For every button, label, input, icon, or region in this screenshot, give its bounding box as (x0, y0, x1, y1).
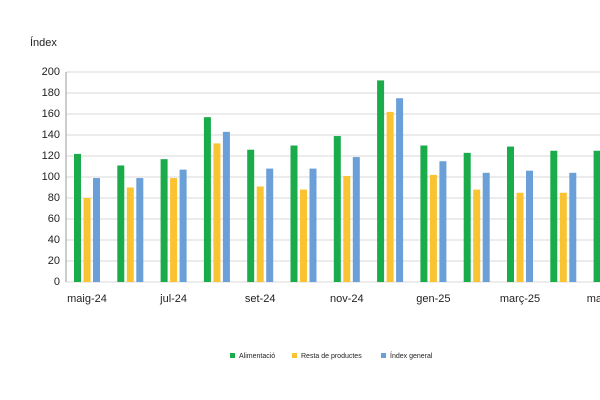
bar (473, 189, 481, 282)
x-tick-label: maig-25 (587, 293, 600, 305)
bar (256, 186, 264, 282)
x-tick-label: jul-24 (159, 293, 187, 305)
bar (429, 174, 437, 282)
bar (482, 172, 490, 282)
y-tick-label: 60 (48, 213, 60, 225)
y-tick-label: 200 (42, 66, 60, 78)
y-tick-label: 20 (48, 255, 60, 267)
bar (93, 178, 100, 282)
bar (526, 170, 533, 282)
y-tick-label: 0 (54, 276, 60, 288)
bar (593, 150, 600, 282)
bar (126, 187, 134, 282)
y-tick-label: 140 (42, 129, 60, 141)
bar (170, 178, 178, 282)
bar (83, 198, 91, 282)
bar (203, 117, 211, 283)
bar (222, 131, 230, 282)
x-tick-label: set-24 (245, 293, 276, 305)
bar (439, 161, 447, 282)
y-tick-label: 120 (42, 150, 60, 162)
bar (333, 136, 341, 282)
bar (516, 192, 524, 282)
legend-label: Resta de productes (301, 353, 362, 360)
bar (550, 150, 558, 282)
bar (507, 146, 514, 282)
bar (213, 143, 221, 282)
bar (352, 157, 360, 282)
bar (396, 98, 404, 282)
y-tick-label: 180 (42, 87, 60, 99)
x-tick-label: gen-25 (416, 293, 450, 305)
bar (309, 168, 317, 282)
bar (290, 145, 298, 282)
x-tick-label: maig-24 (67, 293, 107, 305)
bar (136, 178, 144, 282)
bar (266, 168, 274, 282)
bar (74, 153, 81, 282)
bar (343, 175, 351, 282)
legend-swatch (381, 353, 386, 358)
legend-swatch (292, 353, 297, 358)
bar (420, 145, 428, 282)
bar (300, 189, 307, 282)
legend-label: Índex general (390, 351, 433, 360)
bar (117, 165, 125, 282)
y-tick-label: 160 (42, 108, 60, 120)
bar (569, 172, 577, 282)
bar (463, 152, 471, 282)
y-tick-label: 40 (48, 234, 60, 246)
x-tick-label: nov-24 (330, 293, 364, 305)
y-axis-title: Índex (30, 36, 57, 49)
y-tick-label: 80 (48, 192, 60, 204)
x-tick-label: març-25 (500, 293, 540, 305)
bar (179, 169, 187, 282)
legend-label: Alimentació (239, 353, 275, 360)
bar (247, 149, 255, 282)
bar (559, 192, 567, 282)
y-tick-label: 100 (42, 171, 60, 183)
bar (160, 159, 168, 282)
bar (377, 80, 385, 283)
legend-swatch (230, 353, 235, 358)
bar (386, 111, 394, 283)
